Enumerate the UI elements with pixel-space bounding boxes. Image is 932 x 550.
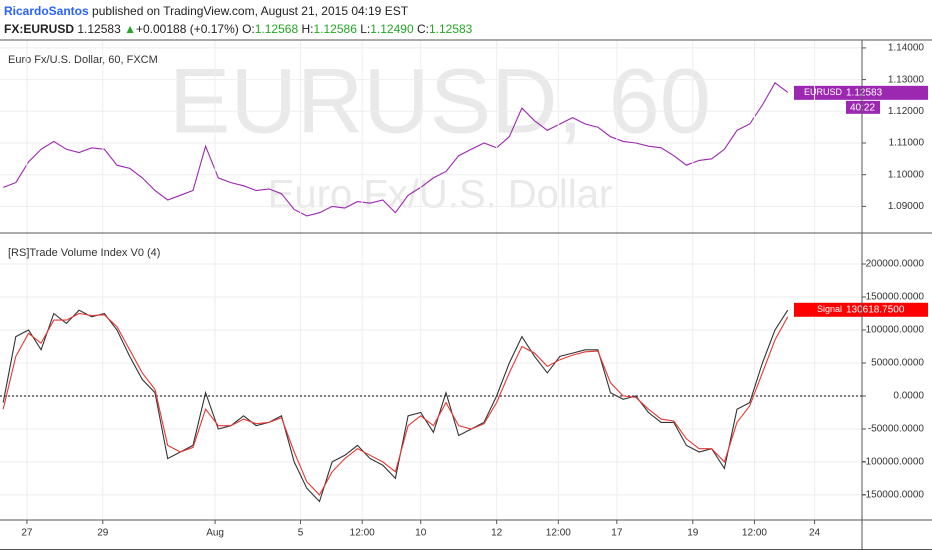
published: published on TradingView.com, August 21,… bbox=[92, 4, 409, 18]
label-value: 1.12583 bbox=[846, 87, 883, 98]
y-tick-label: -50000.0000 bbox=[868, 424, 925, 435]
price-label: Signal 130618.7500 bbox=[794, 302, 928, 317]
publish-line: RicardoSantos published on TradingView.c… bbox=[4, 2, 472, 20]
label-name: EURUSD bbox=[804, 87, 843, 97]
watermark: EURUSD, 60 bbox=[169, 50, 711, 152]
ohlc-value: 1.12586 bbox=[313, 22, 357, 36]
header: RicardoSantos published on TradingView.c… bbox=[4, 2, 472, 38]
y-tick-label: 1.10000 bbox=[888, 169, 925, 180]
y-tick-label: -150000.0000 bbox=[862, 490, 924, 501]
last-price: 1.12583 bbox=[77, 22, 121, 36]
y-tick-label: 50000.0000 bbox=[871, 358, 924, 369]
x-tick-label: 19 bbox=[687, 528, 699, 539]
y-tick-label: 100000.0000 bbox=[866, 325, 925, 336]
countdown-box bbox=[846, 100, 880, 114]
x-tick-label: 12:00 bbox=[742, 528, 767, 539]
label-box bbox=[794, 302, 928, 317]
ohlc-label: L: bbox=[360, 22, 371, 36]
countdown: 40:22 bbox=[850, 102, 875, 113]
y-tick-label: 0.0000 bbox=[893, 391, 924, 402]
x-tick-label: Aug bbox=[206, 528, 224, 539]
y-tick-label: 1.09000 bbox=[888, 201, 925, 212]
change: +0.00188 (+0.17%) bbox=[135, 22, 239, 36]
y-tick-label: 150000.0000 bbox=[866, 292, 925, 303]
pane-title: Euro Fx/U.S. Dollar, 60, FXCM bbox=[8, 54, 158, 66]
x-tick-label: 29 bbox=[97, 528, 109, 539]
pane-title: [RS]Trade Volume Index V0 (4) bbox=[8, 247, 160, 259]
x-tick-label: 5 bbox=[298, 528, 304, 539]
quote-line: FX:EURUSD 1.12583 ▲+0.00188 (+0.17%) O:1… bbox=[4, 20, 472, 38]
x-tick-label: 12:00 bbox=[350, 528, 375, 539]
ohlc-label: H: bbox=[301, 22, 314, 36]
series-line bbox=[3, 81, 789, 217]
watermark: Euro Fx/U.S. Dollar bbox=[268, 173, 613, 217]
y-tick-label: 1.12000 bbox=[888, 106, 925, 117]
ohlc: O:1.12568 H:1.12586 L:1.12490 C:1.12583 bbox=[242, 22, 472, 36]
ohlc-value: 1.12490 bbox=[370, 22, 414, 36]
author[interactable]: RicardoSantos bbox=[4, 4, 89, 18]
label-name: Signal bbox=[817, 304, 842, 314]
x-tick-label: 27 bbox=[21, 528, 33, 539]
x-tick-label: 12 bbox=[491, 528, 503, 539]
y-tick-label: 200000.0000 bbox=[866, 259, 925, 270]
label-box bbox=[794, 85, 928, 100]
series-line bbox=[2, 309, 789, 503]
ohlc-label: O: bbox=[242, 22, 255, 36]
x-tick-label: 10 bbox=[415, 528, 427, 539]
y-tick-label: 1.13000 bbox=[888, 74, 925, 85]
ohlc-label: C: bbox=[416, 22, 429, 36]
y-tick-label: 1.11000 bbox=[889, 138, 925, 149]
x-tick-label: 24 bbox=[809, 528, 821, 539]
x-tick-label: 17 bbox=[611, 528, 623, 539]
ohlc-value: 1.12568 bbox=[254, 22, 299, 36]
label-value: 130618.7500 bbox=[846, 304, 905, 315]
y-tick-label: 1.14000 bbox=[888, 43, 925, 54]
price-label: EURUSD 1.12583 40:22 bbox=[794, 85, 928, 114]
y-tick-label: -100000.0000 bbox=[862, 457, 924, 468]
ohlc-value: 1.12583 bbox=[428, 22, 473, 36]
up-arrow: ▲ bbox=[124, 22, 136, 36]
x-tick-label: 12:00 bbox=[546, 528, 571, 539]
symbol: FX:EURUSD bbox=[4, 22, 75, 36]
series-line bbox=[2, 312, 789, 496]
